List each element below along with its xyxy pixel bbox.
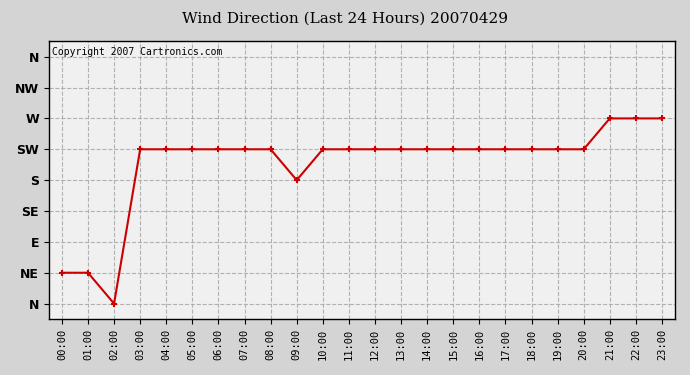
Text: Copyright 2007 Cartronics.com: Copyright 2007 Cartronics.com	[52, 47, 222, 57]
Text: Wind Direction (Last 24 Hours) 20070429: Wind Direction (Last 24 Hours) 20070429	[182, 11, 508, 25]
